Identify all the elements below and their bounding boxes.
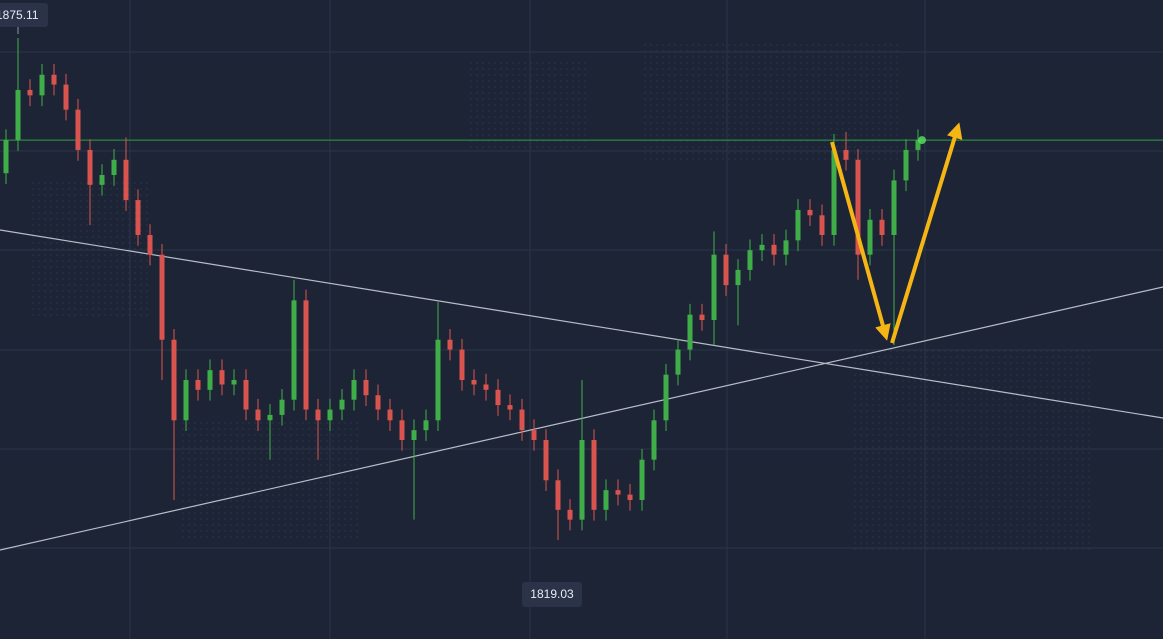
candle-body — [75, 109, 81, 150]
candle-body — [855, 159, 861, 255]
candle-body — [147, 234, 153, 255]
candle-body — [291, 300, 297, 400]
arrow-up — [890, 122, 963, 344]
candle-body — [507, 405, 513, 410]
candle-body — [171, 339, 177, 421]
candle-body — [471, 380, 477, 385]
candle-body — [339, 399, 345, 410]
candle-body — [459, 349, 465, 381]
candle-body — [723, 254, 729, 286]
candle-body — [735, 269, 741, 286]
low-label: 1819.03 — [522, 582, 582, 607]
candle-body — [447, 339, 453, 350]
candle-body — [627, 494, 633, 500]
candle-body — [111, 159, 117, 176]
candle-body — [759, 244, 765, 251]
candle-body — [675, 349, 681, 375]
low-price-label: 1819.03 — [530, 587, 574, 601]
candle-body — [87, 149, 93, 185]
candle-body — [783, 240, 789, 255]
candle-body — [27, 89, 33, 96]
label-box — [522, 582, 582, 607]
candle-body — [915, 140, 921, 150]
candle-body — [891, 180, 897, 235]
candle-body — [351, 380, 357, 400]
candle-body — [543, 439, 549, 481]
label-box — [0, 3, 48, 27]
candle-body — [207, 370, 213, 390]
candle-body — [831, 149, 837, 235]
candle-body — [531, 430, 537, 440]
candle-body — [903, 149, 909, 181]
candle-body — [807, 209, 813, 216]
candle-body — [411, 430, 417, 440]
high-label: 1875.11 — [0, 3, 48, 34]
candle-body — [483, 384, 489, 390]
candle-body — [243, 380, 249, 410]
candle-body — [3, 140, 9, 174]
candle-body — [843, 149, 849, 160]
candle-body — [327, 409, 333, 421]
candle-body — [639, 459, 645, 500]
candle-body — [183, 380, 189, 421]
trend-line — [0, 229, 1163, 419]
candle-body — [615, 490, 621, 495]
candle-body — [303, 300, 309, 410]
arrows — [830, 122, 963, 344]
candle-body — [711, 254, 717, 321]
candle-body — [99, 175, 105, 185]
candle-body — [771, 244, 777, 255]
candle-body — [555, 480, 561, 510]
candle-body — [219, 370, 225, 385]
map-texture — [30, 40, 1090, 550]
candle-body — [399, 420, 405, 440]
candle-body — [423, 420, 429, 431]
high-price-label: 1875.11 — [0, 8, 39, 22]
candle-body — [135, 200, 141, 235]
candle-body — [435, 339, 441, 421]
candle-body — [255, 409, 261, 421]
candle-body — [363, 380, 369, 396]
candle-body — [123, 159, 129, 201]
candle-body — [375, 395, 381, 410]
arrow-down — [830, 141, 891, 341]
candle-body — [867, 219, 873, 255]
candle-body — [231, 380, 237, 385]
candle-body — [63, 84, 69, 110]
candle-body — [39, 74, 45, 96]
candle-body — [15, 89, 21, 141]
candle-body — [603, 490, 609, 510]
candle-body — [579, 439, 585, 520]
candle-body — [159, 254, 165, 340]
candle-body — [699, 314, 705, 321]
candle-body — [591, 439, 597, 510]
last-price-glow — [918, 136, 926, 145]
candle-body — [279, 399, 285, 415]
candle-body — [519, 409, 525, 431]
candle-body — [387, 409, 393, 421]
candle-body — [879, 219, 885, 235]
candle-body — [795, 209, 801, 241]
candle-body — [195, 380, 201, 390]
candle-body — [567, 509, 573, 520]
candles — [0, 37, 1163, 540]
candle-body — [315, 409, 321, 421]
candle-body — [819, 215, 825, 235]
candle-body — [267, 414, 273, 421]
candle-body — [747, 250, 753, 270]
candle-body — [495, 389, 501, 406]
candle-body — [687, 314, 693, 350]
candle-body — [51, 74, 57, 85]
candle-body — [651, 420, 657, 460]
candle-body — [663, 374, 669, 421]
